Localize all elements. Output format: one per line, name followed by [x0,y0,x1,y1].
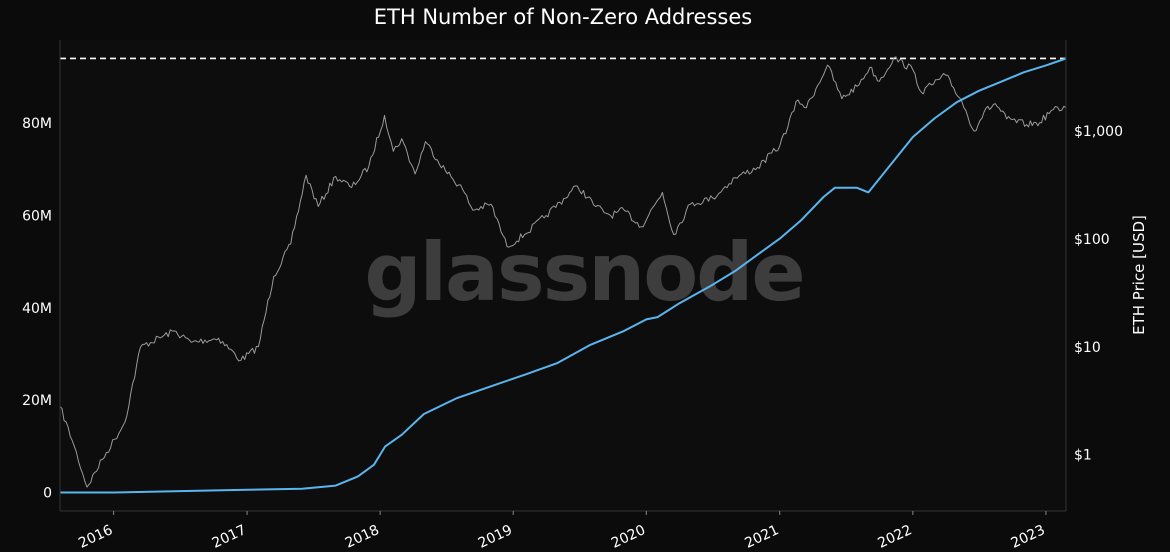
x-tick-label: 2016 [76,522,115,548]
y-right-tick-label: $1,000 [1074,124,1123,140]
x-tick-label: 2021 [742,522,781,548]
y-left-axis: 0 20M 40M 60M 80M [22,116,52,501]
non-zero-addresses-series [60,57,1067,494]
x-tick-label: 2023 [1009,522,1048,548]
price-line [59,56,1067,488]
x-tick-label: 2017 [210,522,249,548]
eth-price-series [59,56,1067,488]
x-axis: 2016 2017 2018 2019 2020 2021 2022 2023 [76,511,1048,552]
y-left-tick-label: 40M [22,301,52,317]
x-tick-label: 2022 [875,522,914,548]
chart-title: ETH Number of Non-Zero Addresses [374,5,752,29]
x-tick-label: 2020 [609,522,648,548]
watermark: glassnode [364,226,803,319]
x-tick-label: 2018 [343,522,382,548]
y-right-axis: $1 $10 $100 $1,000 [1074,124,1123,463]
y-left-tick-label: 20M [22,393,52,409]
addresses-line [60,57,1067,494]
y-right-axis-label: ETH Price [USD] [1130,215,1148,335]
y-left-tick-label: 80M [22,116,52,132]
y-right-tick-label: $1 [1074,448,1092,464]
x-tick-label: 2019 [476,522,515,548]
y-left-tick-label: 60M [22,208,52,224]
axes [59,40,1067,512]
y-right-tick-label: $10 [1074,340,1101,356]
y-left-tick-label: 0 [43,486,52,502]
y-right-tick-label: $100 [1074,232,1110,248]
plot-area [60,40,1066,511]
